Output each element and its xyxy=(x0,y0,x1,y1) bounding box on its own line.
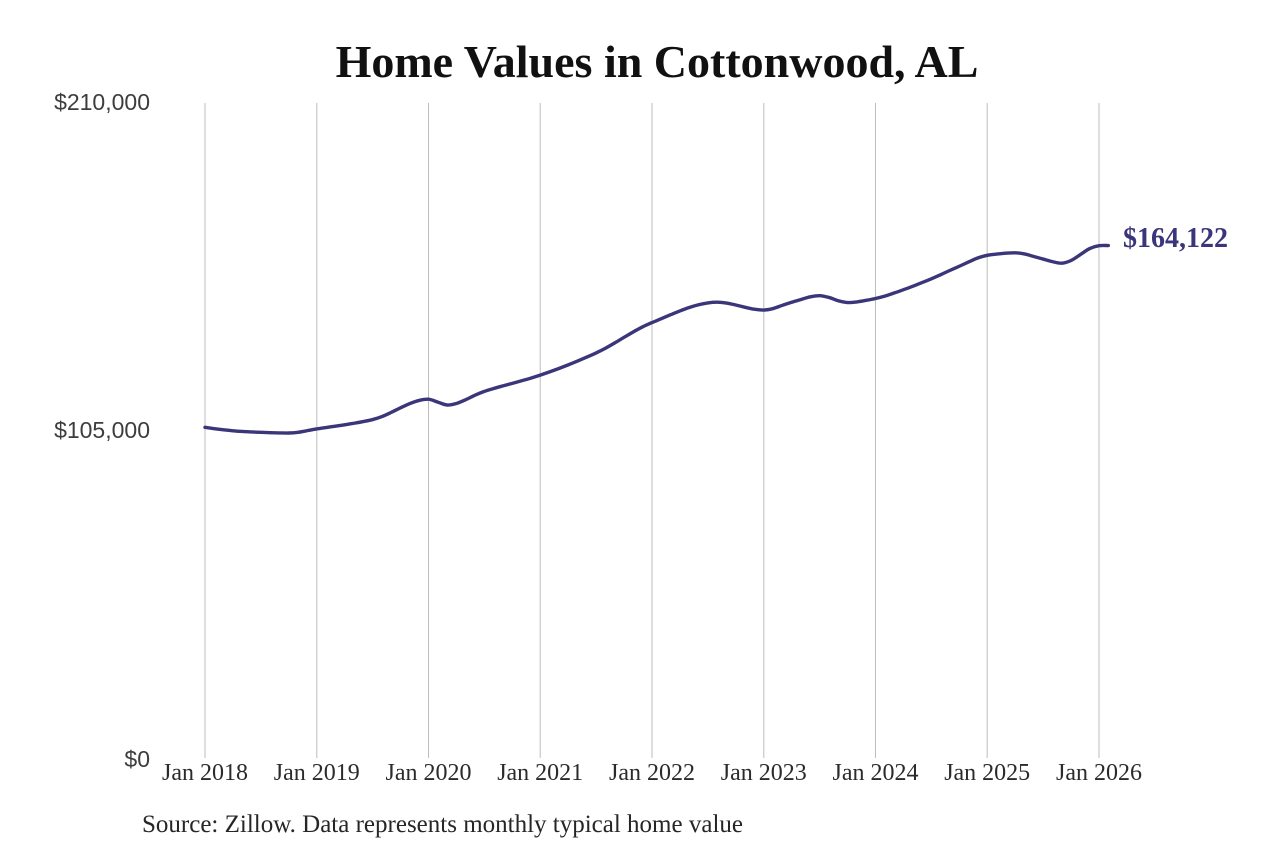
svg-text:Jan 2023: Jan 2023 xyxy=(721,760,807,786)
svg-text:Jan 2022: Jan 2022 xyxy=(609,760,695,786)
svg-text:Jan 2024: Jan 2024 xyxy=(833,760,919,786)
svg-text:Jan 2020: Jan 2020 xyxy=(386,760,472,786)
svg-text:Jan 2018: Jan 2018 xyxy=(162,760,248,786)
svg-text:$0: $0 xyxy=(124,746,150,772)
svg-text:$164,122: $164,122 xyxy=(1123,223,1228,254)
svg-text:$210,000: $210,000 xyxy=(54,89,150,115)
svg-text:Jan 2026: Jan 2026 xyxy=(1056,760,1142,786)
svg-text:Jan 2025: Jan 2025 xyxy=(944,760,1030,786)
svg-text:Jan 2019: Jan 2019 xyxy=(274,760,360,786)
svg-text:Jan 2021: Jan 2021 xyxy=(497,760,583,786)
svg-text:$105,000: $105,000 xyxy=(54,417,150,443)
